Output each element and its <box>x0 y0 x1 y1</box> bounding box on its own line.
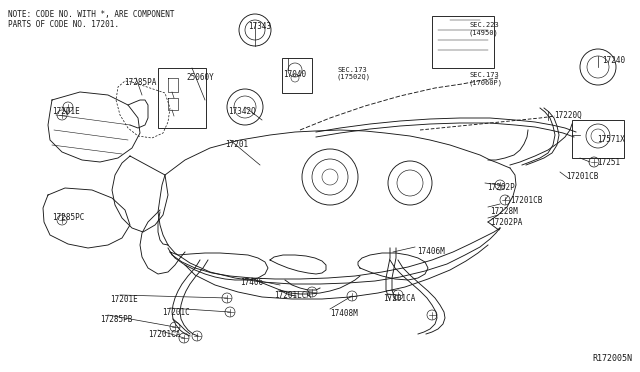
Text: 17240: 17240 <box>602 56 625 65</box>
Text: 17201LCA: 17201LCA <box>274 291 311 300</box>
Text: 17343: 17343 <box>248 22 271 31</box>
Text: SEC.173: SEC.173 <box>469 72 499 78</box>
Bar <box>158 68 206 128</box>
Text: 17408M: 17408M <box>330 309 358 318</box>
Text: 17201CB: 17201CB <box>510 196 542 205</box>
Text: NOTE: CODE NO. WITH *, ARE COMPONENT
PARTS OF CODE NO. 17201.: NOTE: CODE NO. WITH *, ARE COMPONENT PAR… <box>8 10 175 29</box>
Text: (14950): (14950) <box>469 29 499 35</box>
Text: 17202P: 17202P <box>487 183 515 192</box>
Bar <box>282 58 312 93</box>
Text: 17201CB: 17201CB <box>566 172 598 181</box>
Text: 25060Y: 25060Y <box>186 73 214 82</box>
Text: 17285PB: 17285PB <box>100 315 132 324</box>
Text: 17571X: 17571X <box>597 135 625 144</box>
Text: 17201E: 17201E <box>110 295 138 304</box>
Text: 17251: 17251 <box>597 158 620 167</box>
Text: SEC.173: SEC.173 <box>337 67 367 73</box>
Bar <box>572 120 624 158</box>
Text: 17406: 17406 <box>240 278 263 287</box>
Text: 17220Q: 17220Q <box>554 111 582 120</box>
Text: 17201: 17201 <box>225 140 248 149</box>
Text: (17060P): (17060P) <box>469 79 503 86</box>
Text: 17201CA: 17201CA <box>148 330 180 339</box>
Text: 17201C: 17201C <box>162 308 189 317</box>
Text: 17201CA: 17201CA <box>383 294 415 303</box>
Text: R172005N: R172005N <box>592 354 632 363</box>
Text: 17201E: 17201E <box>52 107 80 116</box>
Text: 17406M: 17406M <box>417 247 445 256</box>
Text: 17285PC: 17285PC <box>52 213 84 222</box>
Text: 17040: 17040 <box>283 70 306 79</box>
Text: 17202PA: 17202PA <box>490 218 522 227</box>
Text: 17228M: 17228M <box>490 207 518 216</box>
Text: 17285PA: 17285PA <box>124 78 156 87</box>
Bar <box>432 16 494 68</box>
Text: SEC.223: SEC.223 <box>469 22 499 28</box>
Text: (17502Q): (17502Q) <box>337 74 371 80</box>
Text: 17342Q: 17342Q <box>228 107 256 116</box>
